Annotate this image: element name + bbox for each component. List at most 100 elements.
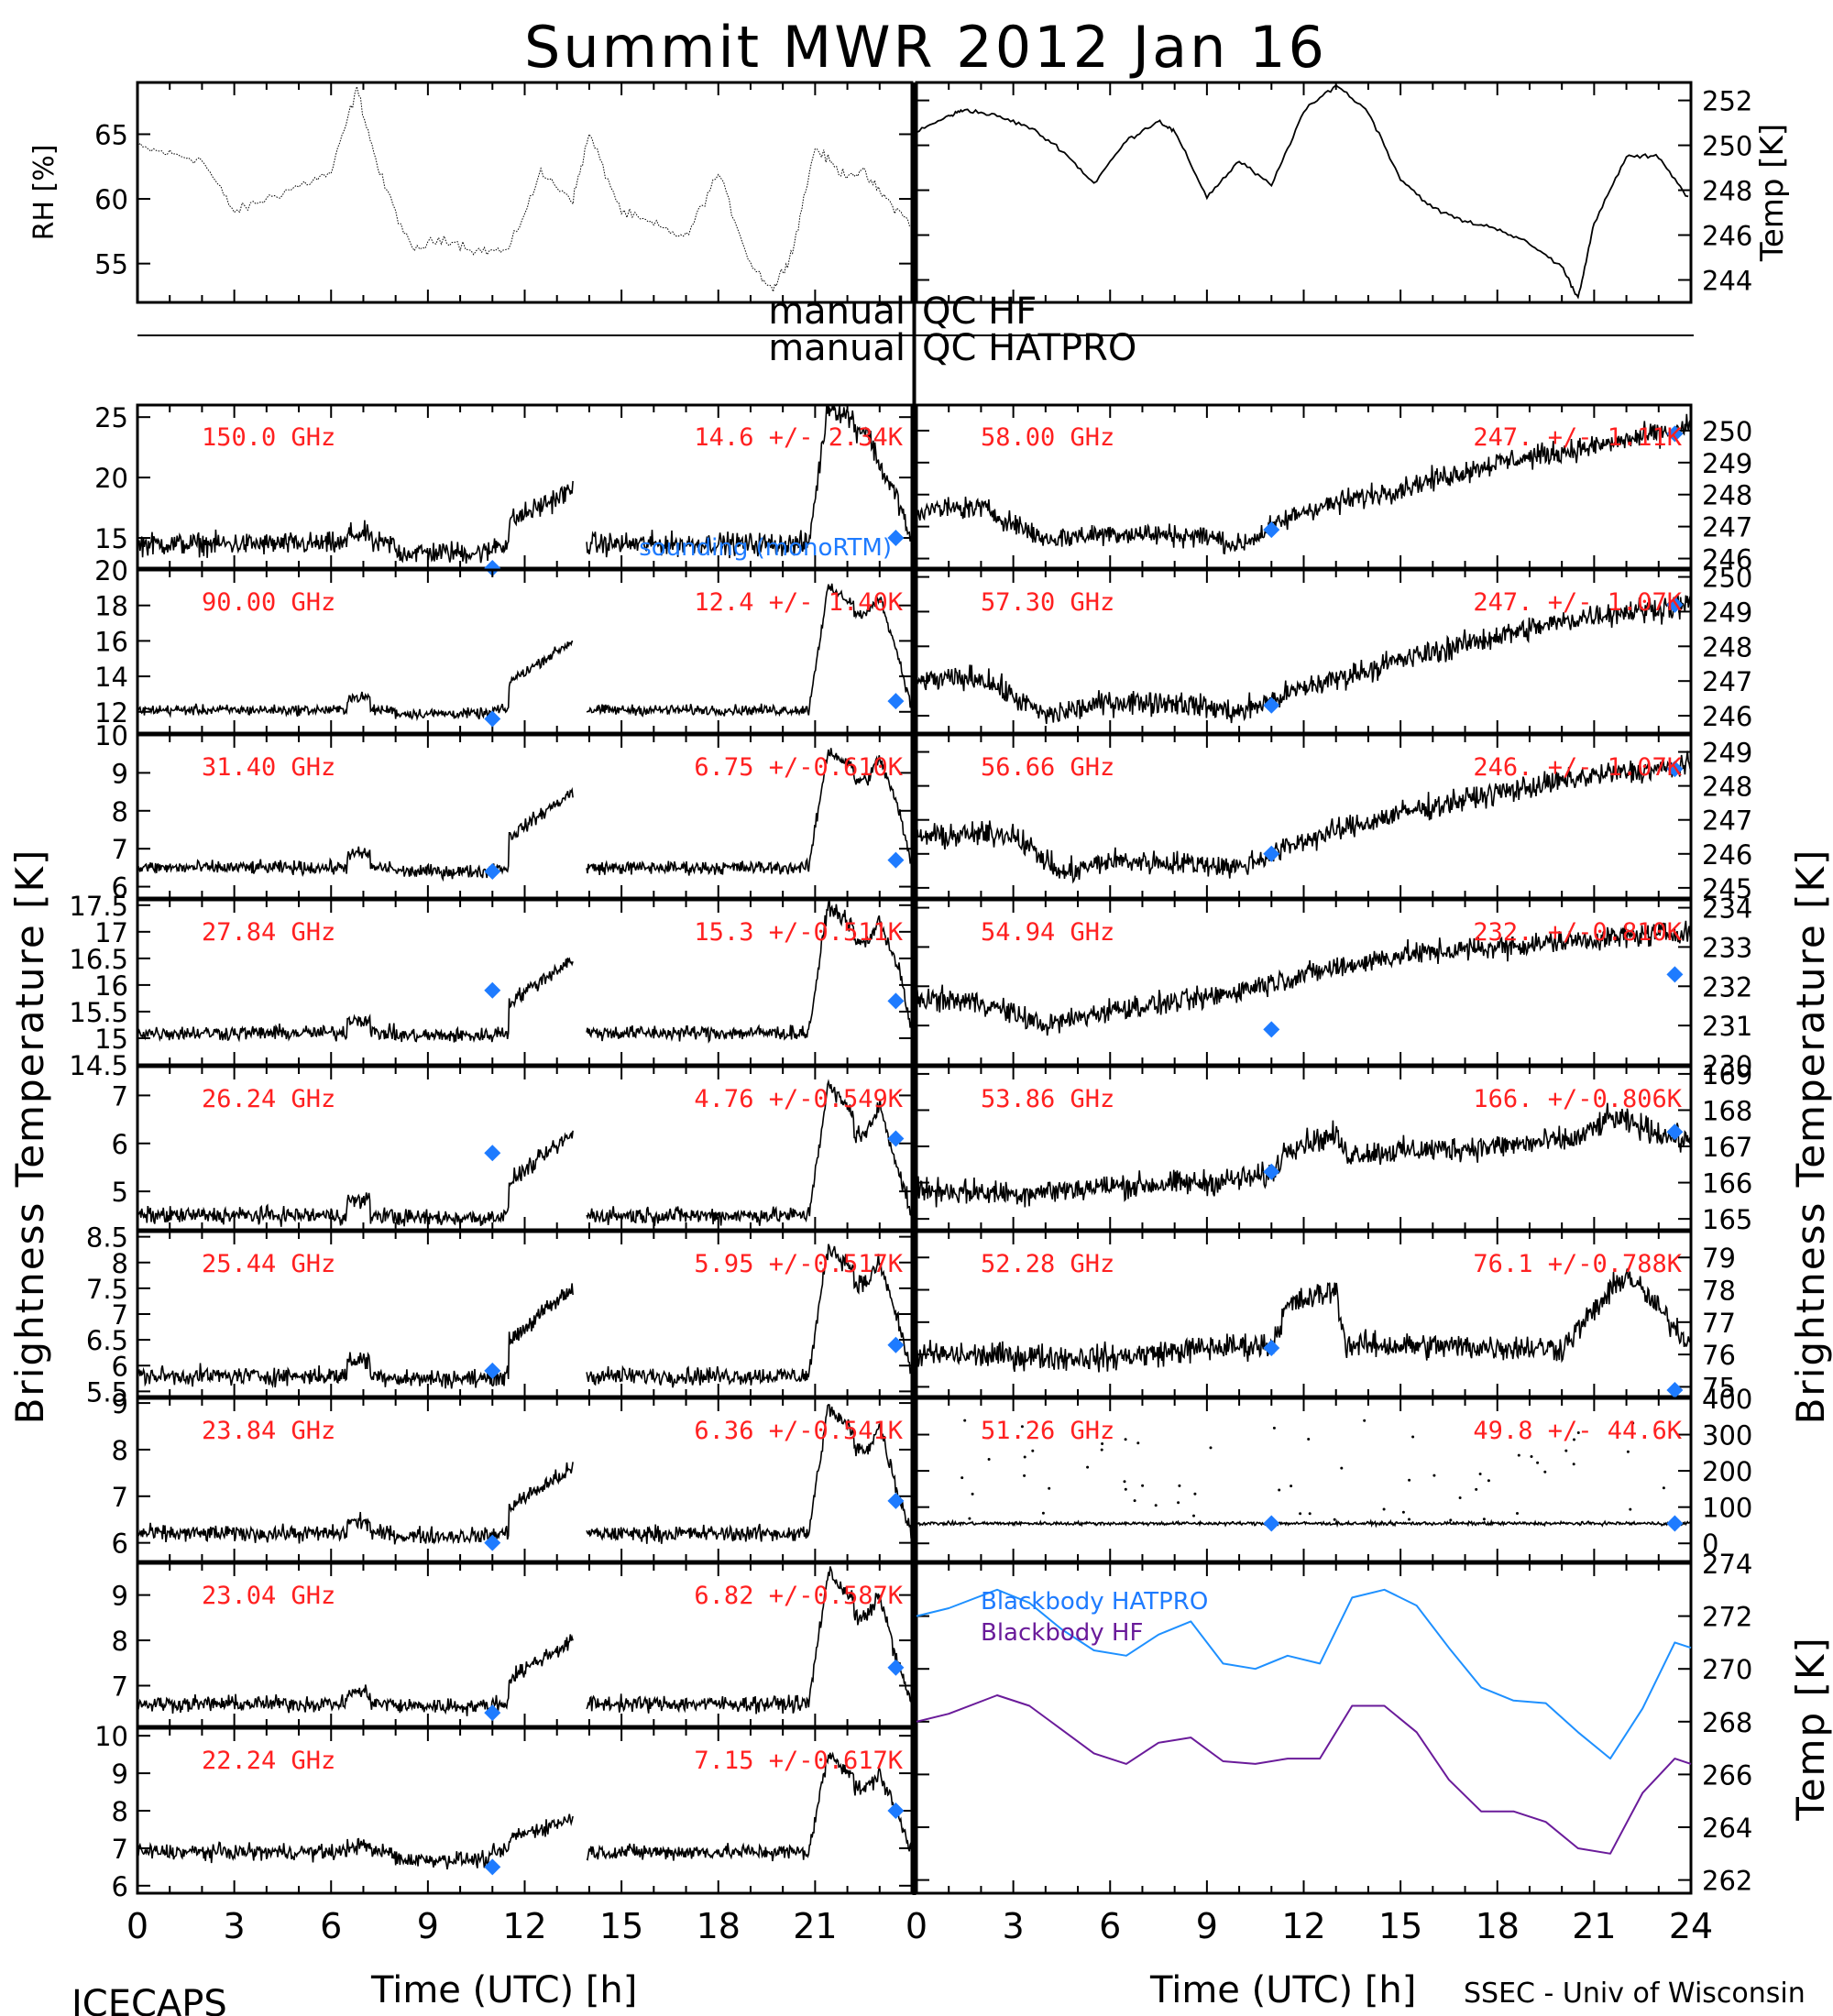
left-5-channel-label: 26.24 GHz <box>202 1085 335 1113</box>
right-7-spike <box>1192 1514 1195 1517</box>
right-7-spike <box>1041 1511 1045 1515</box>
right-5-sounding-0 <box>1263 1163 1280 1180</box>
left-5-ytick-2: 7 <box>112 1080 128 1112</box>
left-9-ytick-4: 10 <box>94 1721 128 1752</box>
right-7-ytick-2: 200 <box>1702 1456 1752 1487</box>
right-3-sounding-1 <box>1666 761 1684 778</box>
right-7-spike <box>1178 1484 1181 1487</box>
rh-line <box>137 84 911 294</box>
right-4-sounding-1 <box>1666 966 1684 983</box>
right-7-spike <box>1308 1512 1312 1516</box>
temp-line <box>916 83 1689 300</box>
left-3-ytick-3: 9 <box>112 758 128 789</box>
blackbody-ytick-0: 262 <box>1702 1866 1752 1897</box>
left-1-ytick-0: 15 <box>94 523 128 554</box>
right-7-spike <box>1272 1426 1276 1430</box>
right-2-ytick-1: 247 <box>1702 666 1752 697</box>
left-4-ytick-0: 14.5 <box>69 1050 128 1081</box>
left-4-ytick-1: 15 <box>94 1024 128 1055</box>
left-3-ytick-0: 6 <box>112 872 128 904</box>
right-7-spike <box>968 1517 971 1520</box>
left-6-ytick-6: 8.5 <box>86 1222 128 1254</box>
right-7-spike <box>1573 1438 1575 1441</box>
right-7-spike <box>1432 1474 1436 1477</box>
left-4-ytick-3: 16 <box>94 970 128 1002</box>
left-9-stat-label: 7.15 +/-0.617K <box>694 1747 903 1775</box>
right-2-stat-label: 247. +/- 1.07K <box>1473 588 1682 617</box>
right-1-data <box>916 413 1691 555</box>
right-4-ytick-4: 234 <box>1702 893 1752 925</box>
right-3-ytick-2: 247 <box>1702 805 1752 837</box>
panel-rh: 55 60 65 RH [%] <box>28 81 914 304</box>
right-3-stat-label: 246. +/- 1.07K <box>1473 753 1682 782</box>
left-2-ytick-2: 16 <box>94 626 128 657</box>
right-7-spike <box>1023 1455 1026 1459</box>
panel-left-5: 5 6 7 26.24 GHz 4.76 +/-0.549K <box>112 1065 914 1232</box>
left-9-ytick-0: 6 <box>112 1871 128 1902</box>
left-7-ytick-0: 6 <box>112 1528 128 1560</box>
right-1-ytick-4: 250 <box>1702 416 1752 447</box>
left-3-stat-label: 6.75 +/-0.610K <box>694 753 903 782</box>
blackbody-ytick-1: 264 <box>1702 1813 1752 1844</box>
right-3-ytick-4: 249 <box>1702 738 1752 769</box>
left-4-sounding-0 <box>484 981 501 999</box>
right-7-ytick-3: 300 <box>1702 1420 1752 1452</box>
right-7-spike <box>971 1492 974 1496</box>
right-7-spike <box>1136 1441 1140 1445</box>
right-2-ytick-4: 250 <box>1702 563 1752 594</box>
right-7-spike <box>1154 1504 1158 1507</box>
rh-ytick-0: 55 <box>94 249 128 280</box>
x-tick-left-6: 6 <box>320 1906 342 1946</box>
right-7-spike <box>960 1476 964 1480</box>
left-9-sounding-1 <box>887 1802 905 1819</box>
left-5-sounding-1 <box>887 1130 905 1147</box>
right-6-data <box>916 1268 1691 1373</box>
right-2-sounding-0 <box>1263 696 1280 714</box>
right-2-sounding-1 <box>1666 596 1684 613</box>
right-5-ytick-4: 169 <box>1702 1059 1752 1090</box>
left-5-ytick-1: 6 <box>112 1129 128 1160</box>
left-2-stat-label: 12.4 +/- 1.40K <box>694 588 903 617</box>
left-6-sounding-1 <box>887 1336 905 1353</box>
right-6-ytick-1: 76 <box>1702 1340 1736 1371</box>
right-5-sounding-1 <box>1666 1123 1684 1141</box>
right-4-ytick-1: 231 <box>1702 1011 1752 1042</box>
right-1-ytick-0: 246 <box>1702 544 1752 575</box>
left-7-sounding-1 <box>887 1492 905 1509</box>
right-6-channel-label: 52.28 GHz <box>981 1250 1114 1278</box>
right-7-spike <box>1209 1446 1213 1450</box>
left-2-channel-label: 90.00 GHz <box>202 588 335 617</box>
blackbody-ytick-4: 270 <box>1702 1654 1752 1685</box>
left-2-sounding-0 <box>484 710 501 728</box>
right-7-spike <box>1458 1496 1462 1499</box>
blackbody-ytick-3: 268 <box>1702 1707 1752 1738</box>
left-1-stat-label: 14.6 +/- 2.34K <box>694 423 903 452</box>
right-7-spike <box>1572 1463 1575 1466</box>
left-7-channel-label: 23.84 GHz <box>202 1417 335 1445</box>
left-2-ytick-1: 14 <box>94 662 128 693</box>
temp-ytick-0: 244 <box>1702 266 1752 297</box>
right-4-ytick-2: 232 <box>1702 971 1752 1003</box>
left-3-ytick-1: 7 <box>112 834 128 865</box>
panel-right-7: 0 100 200 300 400 51.26 GHz 49.8 +/- 44.6K <box>915 1384 1752 1563</box>
right-4-sounding-0 <box>1263 1021 1280 1038</box>
left-3-data <box>137 748 912 882</box>
right-7-spike <box>1626 1450 1630 1453</box>
right-7-spike <box>1333 1517 1336 1521</box>
x-tick-right-21: 21 <box>1572 1906 1616 1946</box>
left-3-ytick-4: 10 <box>94 720 128 751</box>
left-7-stat-label: 6.36 +/-0.541K <box>694 1417 903 1445</box>
left-8-ytick-2: 8 <box>112 1626 128 1657</box>
panel-right-5: 165 166 167 168 169 53.86 GHz 166. +/-0.806K <box>915 1059 1752 1235</box>
left-7-sounding-0 <box>484 1534 501 1551</box>
right-7-spike <box>1124 1487 1127 1491</box>
right-4-stat-label: 232. +/-0.810K <box>1473 918 1682 947</box>
left-8-channel-label: 23.04 GHz <box>202 1582 335 1610</box>
left-6-ytick-0: 5.5 <box>86 1376 128 1408</box>
right-5-data <box>916 1102 1691 1208</box>
left-9-data <box>137 1751 912 1870</box>
left-3-ytick-2: 8 <box>112 796 128 827</box>
